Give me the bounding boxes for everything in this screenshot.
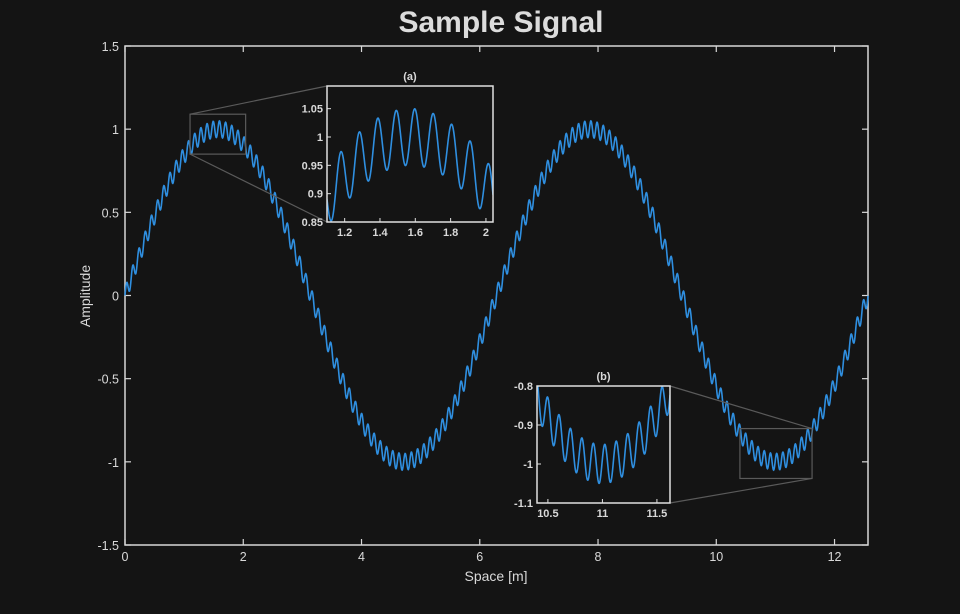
inset-x-tick-label: 2 (483, 227, 489, 239)
main-axes: 0 2 4 6 8 10 12 1.510.50-0.5-1-1.5 Space [m] A… (77, 40, 869, 584)
inset-x-tick-label: 11 (597, 508, 609, 520)
inset-y-tick-label: 0.95 (302, 160, 323, 172)
inset-x-tick-label: 11.5 (647, 508, 668, 520)
inset-background (327, 86, 493, 222)
y-tick-label: 1 (112, 123, 119, 137)
x-tick-label: 8 (595, 550, 602, 564)
inset-y-tick-label: 1.05 (302, 104, 323, 116)
connector-line (189, 85, 328, 115)
chart-title: Sample Signal (398, 6, 603, 39)
inset-title: (a) (403, 71, 417, 83)
connector-line (669, 477, 813, 504)
inset-y-tick-label: -0.9 (514, 420, 533, 432)
x-tick-label: 0 (122, 550, 129, 564)
inset-signal-line (537, 386, 670, 485)
inset-x-tick-label: 1.8 (443, 227, 458, 239)
y-tick-label: 0.5 (102, 206, 119, 220)
inset-signal-line (327, 108, 493, 222)
zoom-region-rect (189, 113, 247, 155)
x-tick-label: 4 (358, 550, 365, 564)
inset-x-tick-label: 10.5 (537, 508, 558, 520)
inset-a: (a) 1.2 1.4 1.6 1.8 2 1.05 1 0.95 0.9 0.85 (302, 71, 494, 239)
inset-frame (326, 85, 494, 223)
connector-line (669, 385, 813, 430)
inset-frame (536, 385, 671, 504)
y-tick-label: -1.5 (97, 539, 119, 553)
inset-y-tick-label: 0.9 (308, 189, 323, 201)
inset-y-tick-label: -1.1 (514, 498, 533, 510)
inset-y-tick-label: -0.8 (514, 381, 533, 393)
inset-x-tick-label: 1.4 (372, 227, 388, 239)
x-tick-label: 10 (709, 550, 723, 564)
x-axis-ticks: 0 2 4 6 8 10 12 (122, 46, 842, 564)
zoom-indicators (189, 85, 813, 504)
inset-background (537, 386, 670, 503)
x-axis-label: Space [m] (464, 568, 527, 584)
inset-x-tick-label: 1.6 (408, 227, 423, 239)
inset-y-tick-label: 1 (317, 132, 323, 144)
y-tick-label: 0 (112, 290, 119, 304)
y-tick-label: -1 (108, 456, 119, 470)
connector-line (189, 153, 328, 223)
inset-title: (b) (596, 371, 610, 383)
x-tick-label: 2 (240, 550, 247, 564)
x-tick-label: 12 (828, 550, 842, 564)
inset-x-tick-label: 1.2 (337, 227, 352, 239)
signal-line (124, 119, 869, 472)
y-axis-label: Amplitude (77, 265, 93, 327)
inset-y-tick-label: -1 (523, 459, 533, 471)
x-tick-label: 6 (476, 550, 483, 564)
y-tick-label: -0.5 (97, 373, 119, 387)
inset-b: (b) 10.5 11 11.5 -0.8 -0.9 -1 -1.1 (514, 371, 671, 520)
inset-y-tick-label: 0.85 (302, 217, 323, 229)
y-tick-label: 1.5 (102, 40, 119, 54)
zoom-region-rect (739, 427, 813, 480)
y-axis-ticks: 1.510.50-0.5-1-1.5 (97, 40, 868, 553)
